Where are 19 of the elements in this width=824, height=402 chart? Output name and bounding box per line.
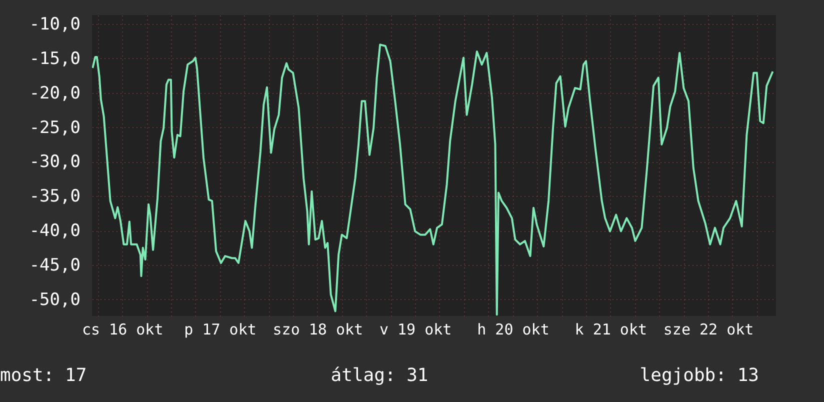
y-tick-label: -50,0 — [29, 290, 80, 310]
text: átlag: 31 — [330, 365, 428, 386]
x-tick-label: p 17 okt — [184, 320, 256, 338]
x-tick-label: cs 16 okt — [82, 320, 164, 338]
y-tick-label: -45,0 — [29, 256, 80, 276]
text: legjobb: 13 — [640, 365, 759, 386]
y-tick-label: -40,0 — [29, 221, 80, 242]
y-tick-label: -10,0 — [29, 14, 80, 34]
x-tick-label: v 19 okt — [379, 320, 452, 338]
x-tick-label: sze 22 okt — [663, 320, 754, 338]
text: most: 17 — [0, 365, 87, 386]
y-tick-label: -35,0 — [29, 186, 80, 207]
x-tick-label: k 21 okt — [574, 320, 648, 338]
x-tick-label: szo 18 okt — [272, 320, 364, 338]
y-tick-label: -20,0 — [29, 83, 80, 104]
y-tick-label: -25,0 — [29, 118, 80, 138]
y-tick-label: -30,0 — [29, 152, 80, 172]
y-tick-label: -15,0 — [29, 48, 80, 69]
x-tick-label: h 20 okt — [477, 320, 550, 338]
